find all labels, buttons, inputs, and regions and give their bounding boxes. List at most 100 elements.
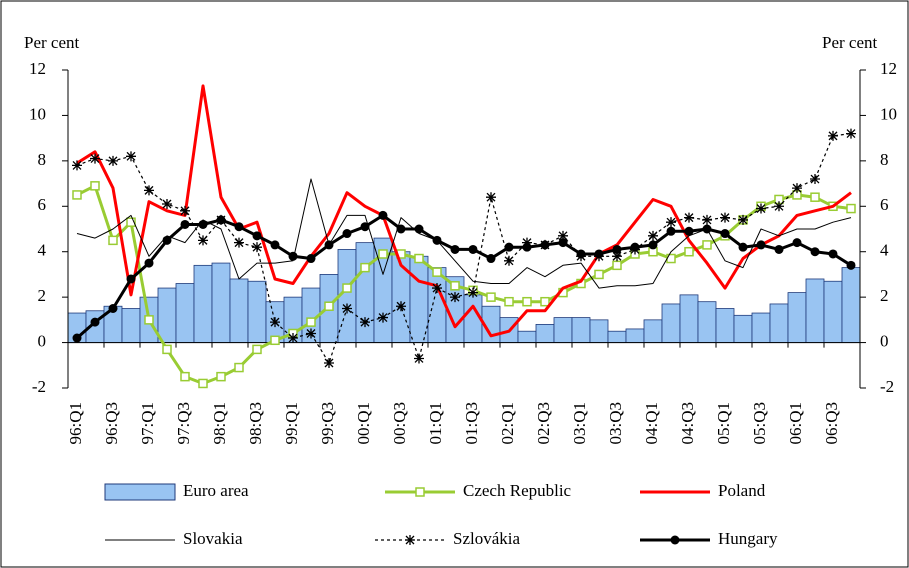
marker [414,353,424,364]
marker [738,214,748,225]
bar [175,283,195,343]
marker [486,254,496,264]
marker [810,192,820,202]
marker [504,255,514,266]
marker [468,244,478,254]
marker [288,333,298,344]
marker [792,238,802,248]
marker [144,185,154,196]
marker [756,240,766,250]
x-tick-label: 99:Q1 [282,402,301,445]
x-tick-label: 96:Q3 [102,402,121,445]
y2-tick-label: 10 [880,104,897,123]
marker [756,203,766,214]
marker [810,247,820,257]
bar [157,287,177,343]
bar [787,292,807,343]
legend-label: Szlovákia [453,529,520,548]
legend-label: Czech Republic [463,481,572,500]
y2-tick-label: 0 [880,331,889,350]
marker [648,240,658,250]
marker [216,215,226,225]
x-tick-label: 01:Q3 [462,402,481,445]
bar [427,267,447,343]
y2-tick-label: 2 [880,286,889,305]
marker [162,199,172,210]
x-tick-label: 04:Q3 [678,402,697,445]
bar [805,278,825,343]
marker [450,292,460,303]
marker [594,249,604,259]
marker [180,205,190,216]
x-tick-label: 05:Q3 [750,402,769,445]
marker [702,240,712,250]
marker [90,181,100,191]
marker [180,371,190,382]
bar [697,301,717,343]
marker [684,246,694,257]
marker [342,283,352,293]
bar [571,317,591,343]
marker [72,190,82,200]
marker [144,315,154,325]
bar [661,303,681,343]
marker [108,304,118,313]
bar [625,328,645,343]
x-tick-label: 02:Q1 [498,402,517,445]
marker [486,192,496,203]
marker [342,229,352,239]
marker [612,260,622,271]
x-tick-label: 01:Q1 [426,402,445,445]
marker [522,242,532,252]
y-tick-label: 4 [38,241,47,260]
marker [684,226,694,236]
marker [684,212,694,223]
marker [666,217,676,228]
bar [751,312,771,343]
x-tick-label: 04:Q1 [642,402,661,445]
marker [486,292,496,302]
bar [247,280,267,343]
bar [607,330,627,343]
marker [432,283,442,294]
marker [270,335,280,346]
marker [720,212,730,223]
marker [270,317,280,328]
x-tick-label: 00:Q3 [390,402,409,445]
marker [198,219,208,229]
bar [769,303,789,343]
x-tick-label: 97:Q1 [138,402,157,445]
marker [72,160,82,171]
marker [252,344,262,355]
marker [108,155,118,166]
marker [648,230,658,241]
marker [828,130,838,141]
marker [162,235,172,245]
marker [846,260,856,270]
marker [540,240,550,250]
x-tick-label: 99:Q3 [318,402,337,445]
bar [535,323,555,343]
y-tick-label: -2 [32,377,46,396]
bar [193,264,213,343]
marker [522,237,532,248]
marker [90,317,100,327]
marker [234,362,244,373]
marker [414,253,424,264]
legend-label: Euro area [183,481,249,500]
bar [589,319,609,343]
marker [270,240,280,250]
marker [306,317,316,327]
marker [324,358,334,369]
marker [378,249,388,259]
y2-tick-label: 12 [880,59,897,78]
marker [702,224,712,234]
marker [360,317,370,328]
marker [234,237,244,248]
y2-axis-label: Per cent [822,33,878,52]
marker [360,262,370,273]
marker [450,244,460,254]
marker [846,203,856,214]
marker [630,242,640,252]
